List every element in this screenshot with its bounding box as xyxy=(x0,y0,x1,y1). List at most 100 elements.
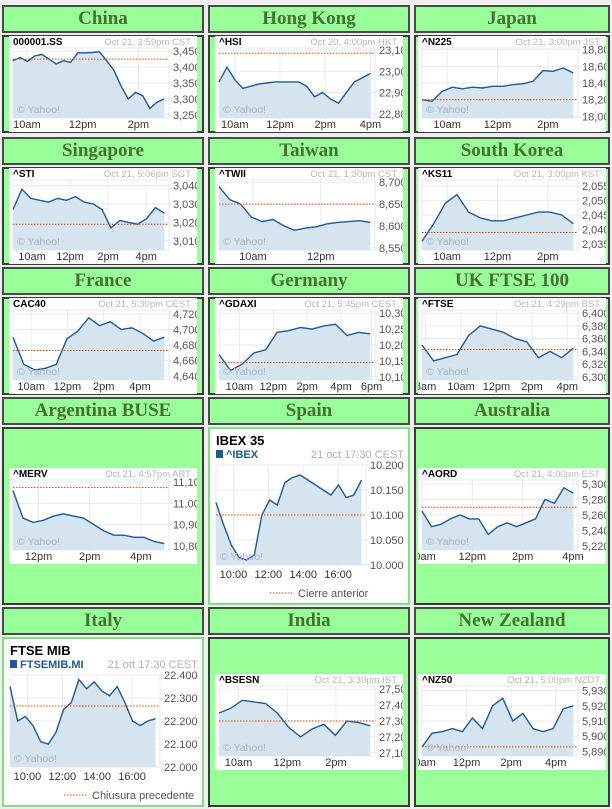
x-tick-label: 12pm xyxy=(459,551,487,563)
y-tick-label: 3,010 xyxy=(173,236,197,248)
region-title-spain: Spain xyxy=(208,397,410,425)
region-title-india: India xyxy=(208,607,410,635)
y-tick-label: 3,450 xyxy=(173,46,197,58)
y-tick-label: 10,800 xyxy=(173,541,197,553)
x-tick-label: 12pm xyxy=(56,251,84,263)
timestamp: Oct 21, 5:00pm NZDT xyxy=(507,675,600,686)
y-tick-label: 8,550 xyxy=(379,243,403,255)
ticker-symbol: FTSEMIB.MI xyxy=(20,659,84,671)
yahoo-watermark: © Yahoo! xyxy=(17,536,60,548)
x-tick-label: 10:00 xyxy=(220,569,248,581)
y-tick-label: 2,050 xyxy=(582,195,606,207)
price-line xyxy=(12,316,165,371)
price-line xyxy=(421,325,574,362)
x-tick-label: 10:00 xyxy=(14,771,42,783)
price-area xyxy=(219,67,371,118)
price-area xyxy=(10,679,156,767)
x-tick-label: 2pm xyxy=(512,551,533,563)
y-tick-label: 22,900 xyxy=(379,88,403,100)
yahoo-watermark: © Yahoo! xyxy=(223,236,266,248)
index-title: IBEX 35 xyxy=(216,433,264,448)
x-tick-label: 10am xyxy=(13,119,41,131)
y-tick-label: 10.150 xyxy=(370,485,404,497)
x-tick-label: 2pm xyxy=(521,381,542,393)
x-tick-label: 10am xyxy=(447,381,475,393)
x-tick-label: 8am xyxy=(418,381,436,393)
ticker-symbol: ^GDAXI xyxy=(219,299,257,310)
region-title-new-zealand: New Zealand xyxy=(414,607,610,635)
y-tick-label: 4,700 xyxy=(173,324,197,336)
region-title-argentina-buse: Argentina BUSE xyxy=(2,397,204,425)
yahoo-watermark: © Yahoo! xyxy=(223,742,266,754)
price-area xyxy=(13,317,165,380)
timestamp: Oct 21, 1:30pm CST xyxy=(310,169,397,180)
ticker-symbol: ^NZ50 xyxy=(422,675,453,686)
timestamp: 21 oct 17:30 CEST xyxy=(311,449,404,461)
ticker-symbol: ^KS11 xyxy=(422,169,453,180)
x-tick-label: 4pm xyxy=(562,551,583,563)
price-line xyxy=(218,65,371,105)
y-tick-label: 22.100 xyxy=(164,739,198,751)
x-tick-label: 16:00 xyxy=(118,771,146,783)
region-title-germany: Germany xyxy=(208,267,410,295)
y-tick-label: 10,900 xyxy=(173,520,197,532)
price-line xyxy=(218,186,371,232)
y-tick-label: 5,920 xyxy=(582,701,606,713)
x-tick-label: 10am xyxy=(418,551,436,563)
chart-panel-spain[interactable]: IBEX 35 ^IBEX 21 oct 17:30 CEST Cierre ante… xyxy=(208,427,410,605)
x-tick-label: 2pm xyxy=(325,757,346,769)
y-tick-label: 18,600 xyxy=(582,61,606,73)
x-tick-label: 4pm xyxy=(330,381,351,393)
yahoo-watermark: © Yahoo! xyxy=(426,742,469,754)
y-tick-label: 6,360 xyxy=(582,334,606,346)
y-tick-label: 27,400 xyxy=(379,700,403,712)
x-tick-label: 16:00 xyxy=(324,569,352,581)
ticker-symbol: ^FTSE xyxy=(422,299,454,310)
timestamp: Oct 21, 3:30pm IST xyxy=(315,675,398,686)
y-tick-label: 5,260 xyxy=(582,510,606,522)
yahoo-watermark: © Yahoo! xyxy=(17,104,60,116)
y-tick-label: 10,200 xyxy=(379,340,403,352)
x-tick-label: 12pm xyxy=(307,251,335,263)
price-area xyxy=(219,186,371,250)
yahoo-watermark: © Yahoo! xyxy=(220,551,263,563)
y-tick-label: 22,800 xyxy=(379,109,403,121)
price-line xyxy=(421,486,574,536)
yahoo-watermark: © Yahoo! xyxy=(426,104,469,116)
region-title-france: France xyxy=(2,267,204,295)
y-tick-label: 3,020 xyxy=(173,217,197,229)
x-tick-label: 12:00 xyxy=(49,771,77,783)
region-title-china: China xyxy=(2,5,204,33)
chart-panel-italy[interactable]: FTSE MIB FTSEMIB.MI 21 ott 17:30 CEST Chius… xyxy=(2,637,204,807)
price-area xyxy=(422,68,574,118)
y-tick-label: 5,930 xyxy=(582,686,606,698)
y-tick-label: 18,400 xyxy=(582,78,606,90)
x-tick-label: 2pm xyxy=(296,381,317,393)
ticker-symbol: ^AORD xyxy=(422,469,457,480)
x-tick-label: 12pm xyxy=(266,119,294,131)
ticker-symbol: ^STI xyxy=(13,169,35,180)
y-tick-label: 3,300 xyxy=(173,94,197,106)
prev-close-legend: Cierre anterior xyxy=(298,588,369,600)
x-tick-label: 12pm xyxy=(273,757,301,769)
price-line xyxy=(215,474,363,561)
y-tick-label: 6,340 xyxy=(582,346,606,358)
y-tick-label: 5,900 xyxy=(582,731,606,743)
price-line xyxy=(12,490,165,545)
x-tick-label: 14:00 xyxy=(289,569,317,581)
